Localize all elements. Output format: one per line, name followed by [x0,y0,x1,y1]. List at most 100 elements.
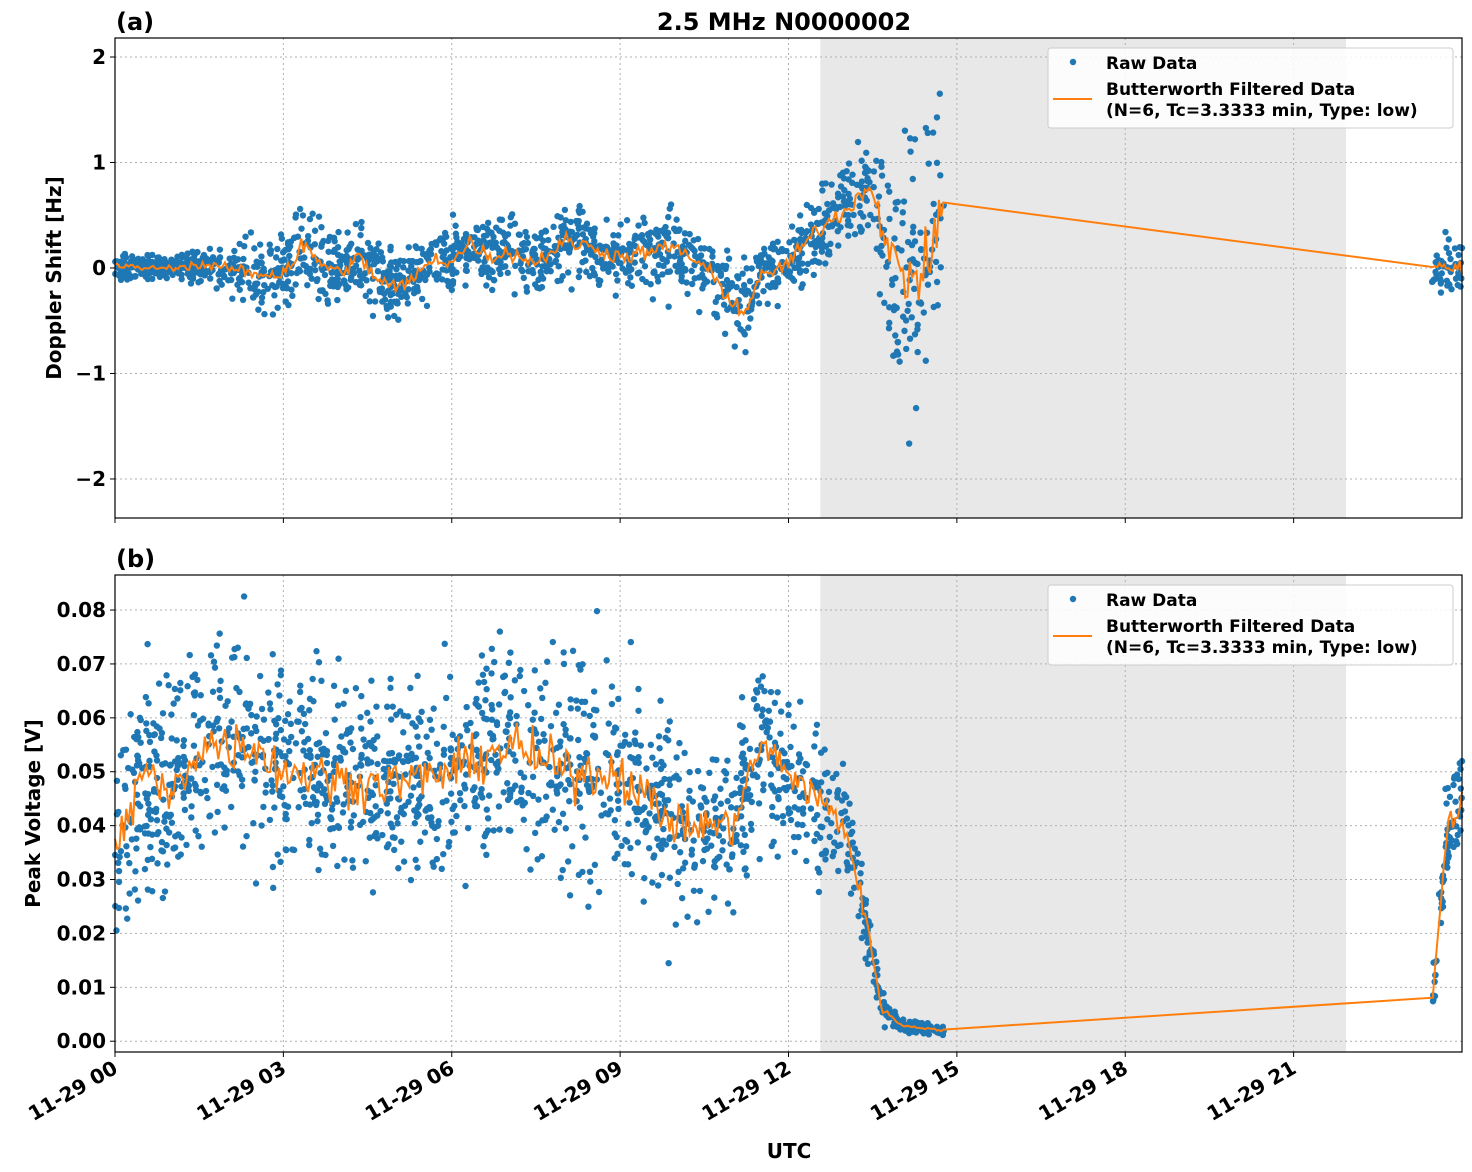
raw-data-point [236,286,243,293]
raw-data-point [896,358,903,365]
raw-data-point [178,275,185,283]
raw-data-point [925,1031,933,1038]
raw-data-point [447,790,455,797]
raw-data-point [746,745,754,753]
raw-data-point [349,864,357,871]
raw-data-point [456,240,464,247]
raw-data-point [822,243,829,250]
raw-data-point [168,711,175,718]
raw-data-point [851,230,859,238]
legend-raw-label: Raw Data [1106,591,1197,611]
raw-data-point [424,749,431,757]
raw-data-point [199,257,207,264]
raw-data-point [811,250,818,257]
raw-data-point [123,843,130,850]
raw-data-point [858,934,865,942]
raw-data-point [386,271,393,278]
raw-data-point [844,221,852,229]
raw-data-point [196,761,203,769]
raw-data-point [181,762,188,770]
raw-data-point [864,175,871,182]
raw-data-point [649,879,656,886]
raw-data-point [549,806,556,813]
y-tick-label: 2 [92,45,106,69]
raw-data-point [431,271,438,279]
raw-data-point [143,795,150,802]
raw-data-point [253,727,260,735]
legend-filtered-label: Butterworth Filtered Data [1106,80,1355,100]
raw-data-point [822,260,829,267]
raw-data-point [269,788,276,795]
raw-data-point [657,697,664,704]
raw-data-point [144,856,152,864]
raw-data-point [124,915,131,922]
raw-data-point [795,833,802,841]
raw-data-point [215,725,223,732]
raw-data-point [802,760,809,768]
raw-data-point [870,183,877,191]
raw-data-point [899,219,906,227]
raw-data-point [589,264,596,272]
raw-data-point [888,281,896,288]
raw-data-point [892,274,899,282]
raw-data-point [937,172,944,179]
raw-data-point [364,760,372,767]
raw-data-point [786,239,793,246]
raw-data-point [729,851,736,858]
raw-data-point [407,684,414,692]
raw-data-point [542,227,549,234]
raw-data-point [367,718,374,725]
raw-data-point [124,276,131,283]
raw-data-point [375,240,382,247]
raw-data-point [223,771,230,778]
raw-data-point [407,792,415,799]
raw-data-point [559,866,566,874]
raw-data-point [723,276,731,284]
raw-data-point [398,838,405,845]
raw-data-point [625,266,632,274]
raw-data-point [518,784,525,791]
raw-data-point [383,703,391,710]
legend: Raw Data Butterworth Filtered Data(N=6, T… [1047,47,1454,129]
raw-data-point [864,960,872,968]
raw-data-point [674,880,681,888]
raw-data-point [373,703,380,710]
raw-data-point [292,211,300,218]
raw-data-point [885,325,893,332]
raw-data-point [777,708,785,715]
raw-data-point [618,842,625,850]
raw-data-point [752,686,760,694]
raw-data-point [122,785,129,793]
raw-data-point [673,216,680,223]
raw-data-point [761,687,768,695]
raw-data-point [522,228,529,236]
raw-data-point [383,305,391,313]
raw-data-point [666,252,673,260]
raw-data-point [426,754,433,762]
raw-data-point [228,654,236,661]
raw-data-point [447,746,455,754]
raw-data-point [557,781,564,788]
raw-data-point [658,871,666,879]
raw-data-point [886,188,893,195]
raw-data-point [741,831,748,839]
raw-data-point [225,725,233,732]
legend-raw-label: Raw Data [1106,54,1197,74]
raw-data-point [496,216,504,223]
raw-data-point [555,701,563,708]
raw-data-point [822,856,829,863]
raw-data-point [724,797,731,805]
raw-data-point [520,774,528,781]
raw-data-point [443,233,450,240]
raw-data-point [540,731,547,738]
raw-data-point [145,700,152,707]
raw-data-point [552,258,559,266]
raw-data-point [352,764,360,771]
raw-data-point [424,814,432,822]
raw-data-point [373,245,380,253]
raw-data-point [819,187,826,194]
raw-data-point [139,765,146,772]
raw-data-point [873,157,880,164]
raw-data-point [688,267,695,275]
raw-data-point [660,226,667,234]
